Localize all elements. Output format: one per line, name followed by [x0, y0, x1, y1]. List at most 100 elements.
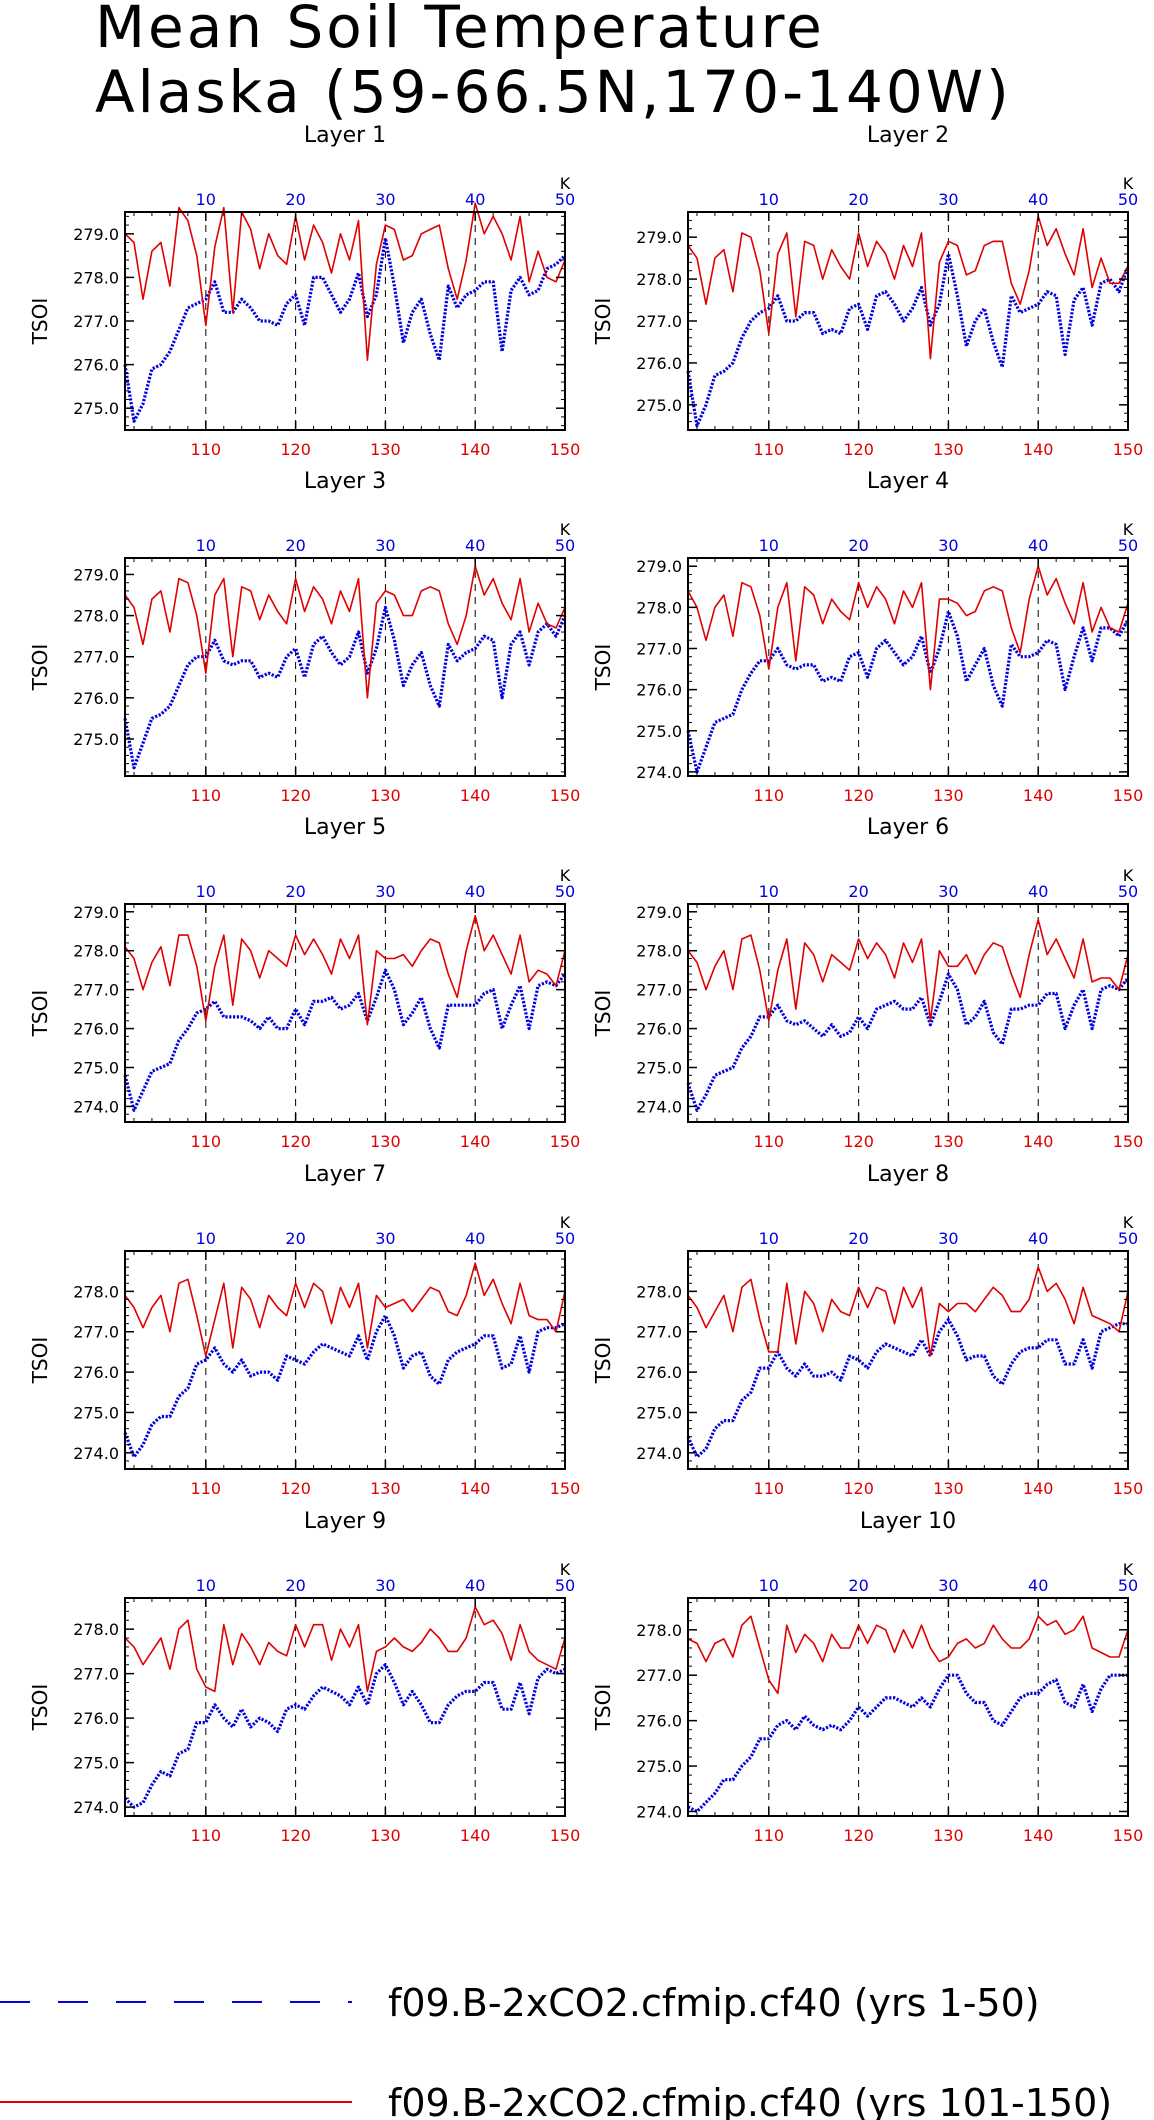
y-tick-label: 275.0 [73, 1059, 119, 1078]
x-top-tick-label: 30 [375, 882, 395, 901]
x-bottom-tick-label: 150 [1113, 786, 1144, 805]
y-tick-label: 276.0 [73, 1363, 119, 1382]
series-line-yrs-101-150 [124, 1606, 566, 1693]
top-axis-end-label: K [1123, 1213, 1134, 1232]
x-top-tick-label: 20 [848, 1576, 868, 1595]
x-bottom-tick-label: 140 [460, 440, 491, 459]
y-tick-label: 277.0 [636, 639, 682, 658]
x-top-tick-label: 50 [555, 190, 575, 209]
series-line-yrs-101-150 [687, 1266, 1129, 1357]
y-tick-label: 277.0 [73, 648, 119, 667]
y-tick-label: 279.0 [636, 228, 682, 247]
x-top-tick-label: 40 [465, 536, 485, 555]
panel-title: Layer 6 [867, 815, 949, 840]
x-bottom-tick-label: 130 [933, 786, 964, 805]
legend: f09.B-2xCO2.cfmip.cf40 (yrs 1-50) f09.B-2… [0, 1981, 1112, 2120]
top-axis-end-label: K [560, 174, 571, 193]
top-axis-end-label: K [560, 520, 571, 539]
x-top-tick-label: 20 [848, 536, 868, 555]
y-axis-label: TSOI [591, 990, 615, 1038]
legend-label: f09.B-2xCO2.cfmip.cf40 (yrs 101-150) [388, 2081, 1112, 2120]
y-tick-label: 277.0 [73, 312, 119, 331]
series-line-yrs-1-50 [686, 609, 1130, 774]
y-tick-label: 279.0 [73, 225, 119, 244]
x-top-tick-label: 50 [555, 1576, 575, 1595]
y-tick-label: 276.0 [73, 689, 119, 708]
y-tick-label: 276.0 [73, 356, 119, 375]
x-top-tick-label: 40 [465, 1229, 485, 1248]
x-bottom-tick-label: 120 [843, 1479, 874, 1498]
y-axis-label: TSOI [28, 990, 52, 1038]
x-bottom-tick-label: 130 [370, 1826, 401, 1845]
series-line-yrs-101-150 [687, 215, 1129, 360]
x-top-tick-label: 10 [196, 882, 216, 901]
chart-panel-3: Layer 3 275.0 276.0 277.0 278.0 279.0 110 10 120… [28, 469, 580, 805]
y-tick-label: 274.0 [636, 1802, 682, 1821]
series-line-yrs-1-50 [686, 252, 1130, 428]
x-bottom-tick-label: 140 [1023, 1479, 1054, 1498]
x-bottom-tick-label: 110 [754, 1479, 785, 1498]
panel-title: Layer 4 [867, 469, 949, 494]
x-bottom-tick-label: 130 [933, 1479, 964, 1498]
x-top-tick-label: 50 [1118, 536, 1138, 555]
legend-item-2: f09.B-2xCO2.cfmip.cf40 (yrs 101-150) [0, 2081, 1112, 2120]
y-tick-label: 279.0 [636, 903, 682, 922]
chart-panel-1: Layer 1 275.0 276.0 277.0 278.0 279.0 110 10 120… [28, 123, 580, 459]
series-line-yrs-1-50 [123, 1663, 566, 1809]
x-top-tick-label: 20 [285, 1576, 305, 1595]
x-top-tick-label: 30 [938, 190, 958, 209]
x-bottom-tick-label: 120 [280, 440, 311, 459]
x-bottom-tick-label: 150 [1113, 1479, 1144, 1498]
y-axis-label: TSOI [28, 1684, 52, 1732]
y-tick-label: 278.0 [73, 1282, 119, 1301]
top-axis-end-label: K [1123, 520, 1134, 539]
chart-panel-8: Layer 8 274.0 275.0 276.0 277.0 278.0 110 10 120… [591, 1162, 1143, 1498]
x-bottom-tick-label: 120 [843, 1826, 874, 1845]
x-top-tick-label: 20 [285, 1229, 305, 1248]
y-tick-label: 274.0 [636, 763, 682, 782]
y-tick-label: 275.0 [636, 1059, 682, 1078]
plot-frame [124, 1250, 566, 1470]
x-bottom-tick-label: 150 [550, 786, 581, 805]
x-top-tick-label: 40 [465, 190, 485, 209]
x-bottom-tick-label: 110 [754, 1826, 785, 1845]
plot-frame [124, 557, 566, 777]
series-line-yrs-1-50 [123, 605, 567, 770]
x-top-tick-label: 30 [375, 190, 395, 209]
series-line-yrs-101-150 [124, 914, 566, 1026]
x-bottom-tick-label: 150 [1113, 1826, 1144, 1845]
panel-title: Layer 10 [860, 1509, 956, 1534]
x-bottom-tick-label: 130 [370, 1132, 401, 1151]
x-top-tick-label: 30 [938, 1576, 958, 1595]
chart-panel-4: Layer 4 274.0 275.0 276.0 277.0 278.0 279.0 110… [591, 469, 1143, 805]
x-bottom-tick-label: 130 [933, 1826, 964, 1845]
x-bottom-tick-label: 140 [1023, 440, 1054, 459]
x-bottom-tick-label: 140 [460, 1479, 491, 1498]
x-top-tick-label: 10 [196, 190, 216, 209]
x-top-tick-label: 30 [375, 1576, 395, 1595]
x-top-tick-label: 10 [759, 1229, 779, 1248]
x-top-tick-label: 40 [1028, 536, 1048, 555]
x-top-tick-label: 50 [1118, 1229, 1138, 1248]
x-bottom-tick-label: 110 [191, 786, 222, 805]
plot-frame [687, 1250, 1129, 1470]
chart-panel-5: Layer 5 274.0 275.0 276.0 277.0 278.0 279.0 110… [28, 815, 580, 1151]
x-top-tick-label: 20 [285, 190, 305, 209]
panel-title: Layer 1 [304, 123, 386, 148]
x-bottom-tick-label: 140 [460, 1826, 491, 1845]
x-top-tick-label: 40 [1028, 1229, 1048, 1248]
plot-frame [687, 1597, 1129, 1817]
chart-panel-6: Layer 6 274.0 275.0 276.0 277.0 278.0 279.0 110… [591, 815, 1143, 1151]
top-axis-end-label: K [560, 1560, 571, 1579]
y-tick-label: 278.0 [636, 1282, 682, 1301]
series-line-yrs-1-50 [123, 236, 567, 423]
series-line-yrs-1-50 [686, 972, 1130, 1112]
y-tick-label: 276.0 [636, 681, 682, 700]
y-tick-label: 274.0 [73, 1444, 119, 1463]
y-tick-label: 276.0 [636, 1363, 682, 1382]
x-top-tick-label: 30 [375, 1229, 395, 1248]
y-tick-label: 276.0 [636, 1020, 682, 1039]
y-tick-label: 277.0 [636, 981, 682, 1000]
panel-title: Layer 8 [867, 1162, 949, 1187]
